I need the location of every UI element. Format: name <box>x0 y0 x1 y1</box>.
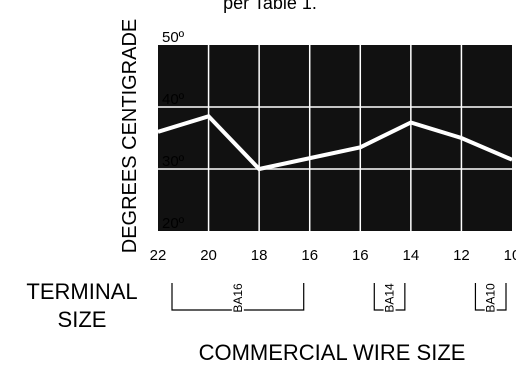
x-tick-label: 18 <box>251 247 268 264</box>
terminal-bracket <box>171 283 305 311</box>
y-tick-label: 40º <box>162 91 185 108</box>
terminal-group-label: BA14 <box>383 283 397 313</box>
terminal-size-groups: BA16 BA14 BA10 <box>171 283 507 313</box>
chart-title: per Table 1. <box>223 0 317 13</box>
plot-area <box>157 45 513 231</box>
x-tick-label: 22 <box>150 247 167 264</box>
data-point <box>511 158 513 161</box>
data-point <box>157 131 159 133</box>
y-tick-label: 20º <box>162 215 185 232</box>
x-tick-label: 14 <box>403 247 420 264</box>
x-tick-label: 16 <box>301 247 318 264</box>
terminal-bracket <box>474 283 507 311</box>
terminal-group-label: BA10 <box>484 283 498 313</box>
data-point <box>410 121 412 124</box>
terminal-size-label: TERMINAL SIZE <box>26 279 137 332</box>
x-tick-label: 16 <box>352 247 369 264</box>
axis-ticks: 20º 30º 40º 50º 22 20 18 16 16 14 12 10 <box>150 29 516 264</box>
data-point <box>258 168 260 170</box>
y-axis-label: DEGREES CENTIGRADE <box>119 19 141 253</box>
x-tick-label: 10 <box>504 247 516 264</box>
y-tick-label: 30º <box>162 153 185 170</box>
data-point <box>359 146 362 149</box>
y-tick-label: 50º <box>162 29 185 46</box>
terminal-bracket <box>373 283 406 311</box>
x-tick-label: 20 <box>200 247 217 264</box>
data-point <box>207 115 210 118</box>
plot-background <box>158 45 512 231</box>
data-point <box>460 137 463 139</box>
x-tick-label: 12 <box>453 247 470 264</box>
x-axis-label: COMMERCIAL WIRE SIZE <box>199 340 466 365</box>
terminal-size-label-line: TERMINAL <box>26 279 137 304</box>
terminal-group-label: BA16 <box>231 283 245 313</box>
terminal-size-label-line: SIZE <box>58 307 107 332</box>
